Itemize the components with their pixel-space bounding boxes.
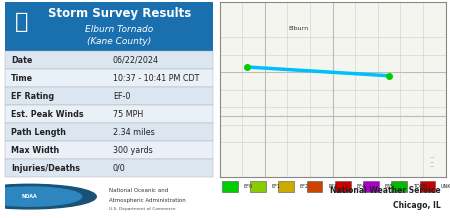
Text: 0/0: 0/0 — [113, 164, 126, 173]
FancyBboxPatch shape — [363, 181, 379, 192]
FancyBboxPatch shape — [4, 51, 213, 69]
FancyBboxPatch shape — [392, 181, 407, 192]
Text: 2.34 miles: 2.34 miles — [113, 128, 155, 137]
FancyBboxPatch shape — [4, 123, 213, 141]
Text: NOAA: NOAA — [22, 194, 37, 199]
FancyBboxPatch shape — [335, 181, 351, 192]
Text: National Weather Service: National Weather Service — [330, 186, 441, 195]
FancyBboxPatch shape — [4, 69, 213, 87]
Text: 10:37 - 10:41 PM CDT: 10:37 - 10:41 PM CDT — [113, 74, 199, 83]
FancyBboxPatch shape — [250, 181, 266, 192]
FancyBboxPatch shape — [419, 181, 435, 192]
Text: Path Length: Path Length — [11, 128, 66, 137]
Text: Elburn Tornado: Elburn Tornado — [85, 25, 153, 34]
Text: EF5: EF5 — [384, 184, 393, 189]
Text: Time: Time — [11, 74, 33, 83]
Text: EF-0: EF-0 — [113, 92, 130, 101]
Text: EF0: EF0 — [243, 184, 252, 189]
Text: —
—
—: — — — — [430, 155, 434, 169]
Text: EF1: EF1 — [271, 184, 280, 189]
Text: National Oceanic and: National Oceanic and — [109, 188, 168, 193]
FancyBboxPatch shape — [4, 2, 213, 51]
Text: Elburn: Elburn — [288, 26, 309, 31]
FancyBboxPatch shape — [4, 87, 213, 105]
Text: Injuries/Deaths: Injuries/Deaths — [11, 164, 80, 173]
Text: Chicago, IL: Chicago, IL — [393, 201, 441, 209]
FancyBboxPatch shape — [4, 105, 213, 123]
FancyBboxPatch shape — [278, 181, 294, 192]
Text: Atmospheric Administration: Atmospheric Administration — [109, 198, 185, 203]
Text: EF4: EF4 — [356, 184, 365, 189]
Text: 🌪: 🌪 — [14, 12, 28, 32]
Text: TORN: TORN — [413, 184, 427, 189]
Text: 300 yards: 300 yards — [113, 146, 153, 155]
Circle shape — [0, 187, 81, 206]
Text: 06/22/2024: 06/22/2024 — [113, 56, 159, 65]
Text: Date: Date — [11, 56, 32, 65]
Text: UNKN: UNKN — [441, 184, 450, 189]
Text: Storm Survey Results: Storm Survey Results — [48, 7, 191, 20]
Text: 75 MPH: 75 MPH — [113, 110, 143, 119]
FancyBboxPatch shape — [4, 141, 213, 159]
Text: U.S. Department of Commerce: U.S. Department of Commerce — [109, 207, 176, 211]
Circle shape — [0, 184, 96, 209]
Text: EF Rating: EF Rating — [11, 92, 54, 101]
Text: (Kane County): (Kane County) — [87, 37, 151, 46]
Text: Est. Peak Winds: Est. Peak Winds — [11, 110, 83, 119]
FancyBboxPatch shape — [4, 159, 213, 177]
FancyBboxPatch shape — [222, 181, 238, 192]
Text: Max Width: Max Width — [11, 146, 59, 155]
FancyBboxPatch shape — [306, 181, 322, 192]
Text: EF2: EF2 — [300, 184, 309, 189]
Text: EF3: EF3 — [328, 184, 337, 189]
